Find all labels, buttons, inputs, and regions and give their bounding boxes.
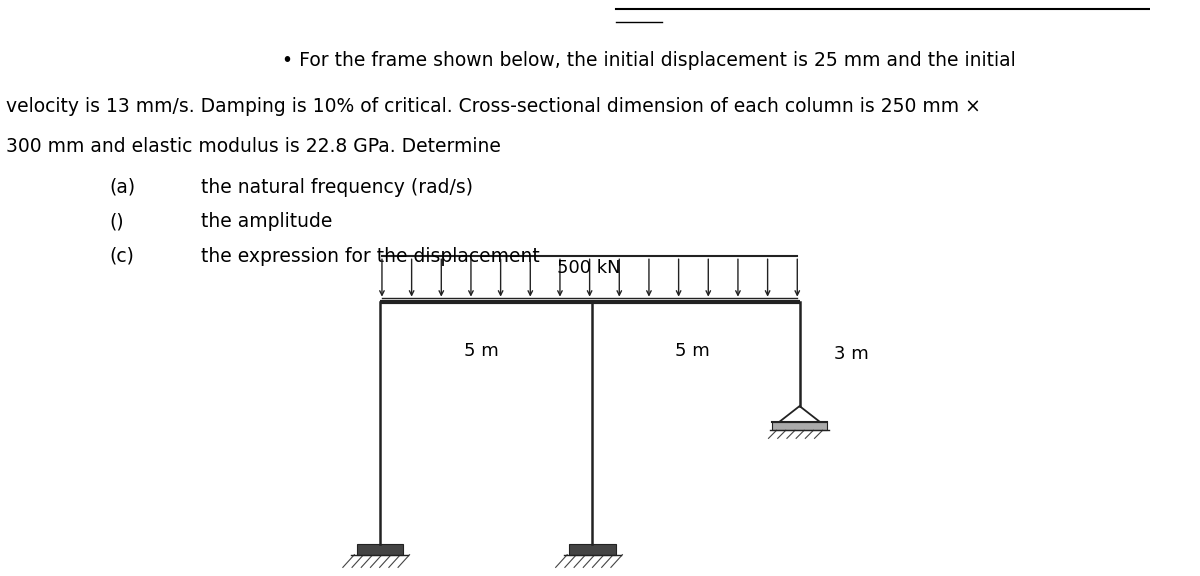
Polygon shape [570,544,616,555]
Text: (a): (a) [109,178,136,196]
Text: the natural frequency (rad/s): the natural frequency (rad/s) [202,178,473,196]
Polygon shape [356,544,403,555]
Text: (): () [109,213,124,231]
Text: 300 mm and elastic modulus is 22.8 GPa. Determine: 300 mm and elastic modulus is 22.8 GPa. … [6,138,500,156]
Text: 3 m: 3 m [834,345,869,363]
Text: 5 m: 5 m [463,342,498,361]
Polygon shape [772,422,827,430]
Text: velocity is 13 mm/s. Damping is 10% of critical. Cross-sectional dimension of ea: velocity is 13 mm/s. Damping is 10% of c… [6,97,980,116]
Text: • For the frame shown below, the initial displacement is 25 mm and the initial: • For the frame shown below, the initial… [282,51,1015,70]
Text: 500 kN: 500 kN [557,259,620,277]
Text: (c): (c) [109,247,134,266]
Text: 5 m: 5 m [676,342,710,361]
Text: the amplitude: the amplitude [202,213,332,231]
Text: the expression for the displacement: the expression for the displacement [202,247,540,266]
